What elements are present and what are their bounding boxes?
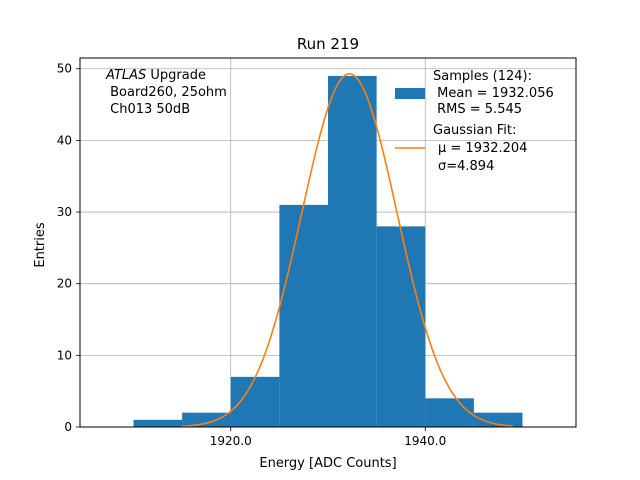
y-tick-label-0: 0 (64, 420, 72, 434)
y-tick-label-1: 10 (57, 348, 72, 362)
x-tick-label-0: 1920.0 (210, 434, 252, 448)
histogram-bars (133, 75, 523, 427)
histogram-bar-7 (473, 412, 523, 427)
y-tick-label-2: 20 (57, 277, 72, 291)
histogram-bar-5 (376, 226, 426, 427)
x-tick-label-1: 1940.0 (404, 434, 446, 448)
histogram-bar-2 (230, 376, 280, 427)
x-axis-label: Energy [ADC Counts] (259, 456, 396, 471)
y-tick-label-5: 50 (57, 62, 72, 76)
y-tick-label-3: 30 (57, 205, 72, 219)
annotation-line-3: Ch013 50dB (106, 102, 190, 117)
annotation-atlas: ATLAS (105, 68, 146, 83)
legend-samples-mean: Mean = 1932.056 (433, 86, 554, 101)
legend-fit-sigma: σ=4.894 (438, 159, 494, 174)
detector-annotation: ATLAS Upgrade Board260, 25ohm Ch013 50dB (105, 68, 227, 117)
y-tick-label-4: 40 (57, 133, 72, 147)
legend-samples-rms: RMS = 5.545 (433, 102, 522, 117)
gaussian-fit-curve (182, 72, 513, 428)
annotation-upgrade: Upgrade (146, 68, 206, 83)
legend-samples-title: Samples (124): (433, 69, 532, 84)
y-axis-label: Entries (33, 222, 48, 268)
annotation-line-2: Board260, 25ohm (106, 85, 227, 100)
legend-fit-mu: μ = 1932.204 (438, 141, 527, 156)
histogram-bar-1 (182, 412, 231, 427)
axis-ticks: 1920.0 1940.0 0 10 20 30 40 50 (57, 62, 447, 448)
histogram-bar-6 (425, 398, 474, 427)
legend-samples-patch (395, 88, 425, 99)
histogram-bar-0 (133, 419, 183, 427)
plot-frame (79, 57, 577, 428)
legend: Samples (124): Mean = 1932.056 RMS = 5.5… (395, 69, 554, 174)
histogram-bar-4 (328, 75, 377, 427)
annotation-line-1: ATLAS Upgrade (105, 68, 206, 83)
histogram-bar-3 (279, 204, 328, 427)
legend-fit-title: Gaussian Fit: (433, 123, 516, 138)
chart-title: Run 219 (297, 35, 359, 53)
